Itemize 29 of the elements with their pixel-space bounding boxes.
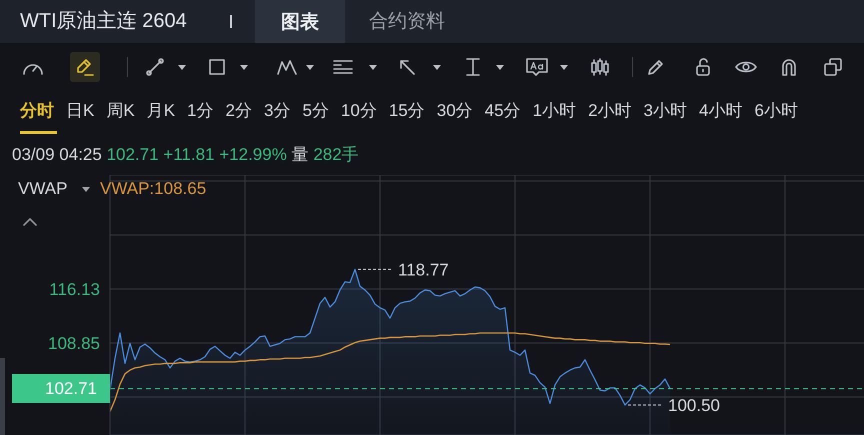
- text: 分时: [20, 101, 54, 121]
- text: 6小时: [754, 101, 798, 121]
- text: 1分: [187, 101, 214, 121]
- text: 3分: [264, 101, 290, 121]
- text: VWAP:108.65: [100, 179, 206, 199]
- line-series: [109, 332, 671, 412]
- text: 45分: [484, 101, 521, 121]
- text: 5分: [302, 101, 329, 121]
- text: 10分: [340, 101, 377, 121]
- text: 1小时: [532, 101, 576, 121]
- text: 3小时: [644, 101, 687, 121]
- y-tick-label: 108.85: [48, 334, 100, 354]
- chart-subtitle: 03/09 04:25 102.71 +11.81 +12.99% 量 282手: [12, 145, 359, 164]
- y-tick-label: 116.13: [49, 280, 100, 300]
- active-tab: 图表: [255, 0, 345, 43]
- text: 周K: [106, 101, 135, 121]
- text: 合约资料: [369, 11, 445, 32]
- annotation: 118.77: [398, 260, 449, 280]
- text: 30分: [436, 101, 473, 121]
- annotation: 100.50: [668, 396, 720, 416]
- chart-title: WTI原油主连 2604: [20, 10, 187, 32]
- text: 2小时: [588, 101, 632, 121]
- text: 4小时: [699, 101, 742, 121]
- text: 2分: [226, 101, 252, 121]
- text: 15分: [388, 101, 425, 121]
- ref-line-label: 102.71: [45, 378, 97, 398]
- text: 日K: [66, 101, 94, 121]
- text: 月K: [146, 101, 176, 121]
- text: VWAP: [18, 179, 68, 198]
